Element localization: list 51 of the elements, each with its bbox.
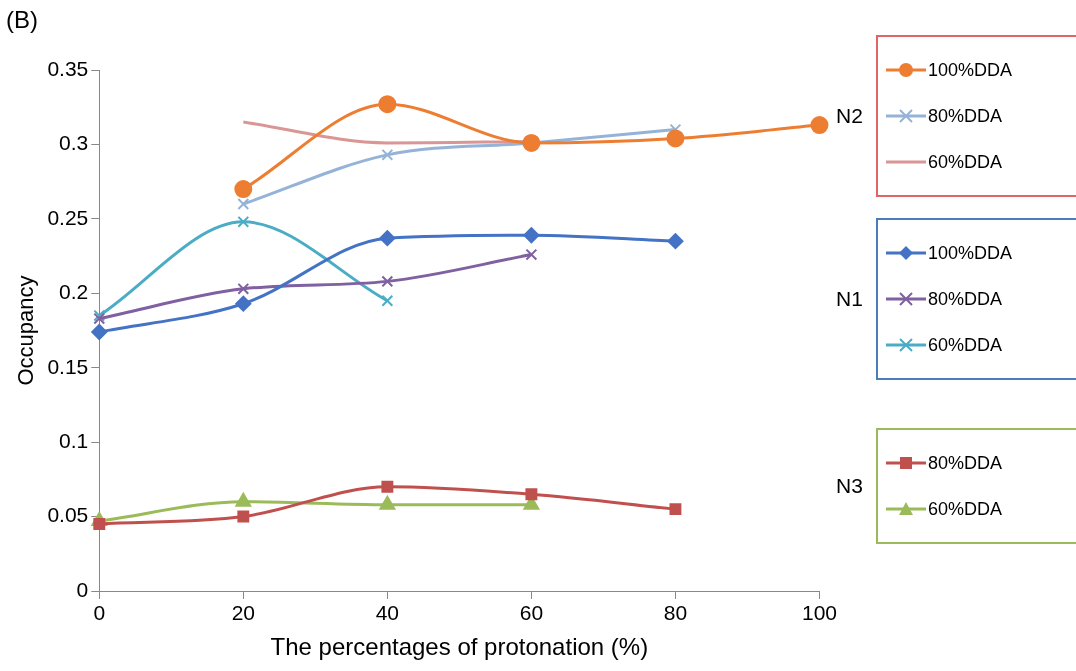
legend-label: 80%DDA xyxy=(928,105,1003,127)
y-tick-label: 0.3 xyxy=(59,131,89,155)
x-tick-label: 0 xyxy=(93,601,106,625)
y-tick-label: 0.2 xyxy=(59,280,89,304)
point xyxy=(379,495,396,510)
y-tick-label: 0 xyxy=(76,577,89,601)
legend-label: 60%DDA xyxy=(928,334,1003,356)
text: N1 xyxy=(836,287,864,311)
y-tick-label: 0.05 xyxy=(47,503,89,527)
y-tick-label: 0.25 xyxy=(47,205,89,229)
y-axis-title: Occupancy xyxy=(13,275,39,386)
legend-label: 60%DDA xyxy=(928,498,1003,520)
point xyxy=(378,95,397,114)
chart-title: (B) xyxy=(6,6,38,34)
point xyxy=(235,295,252,312)
x-tick-label: 40 xyxy=(375,601,400,625)
x-tick-label: 80 xyxy=(663,601,688,625)
point xyxy=(523,227,540,244)
point xyxy=(91,323,108,340)
point xyxy=(669,503,682,516)
point xyxy=(237,510,250,523)
legend-label: 60%DDA xyxy=(928,151,1003,173)
y-tick-label: 0.1 xyxy=(59,428,89,452)
x-tick-label: 60 xyxy=(519,601,544,625)
legend-label: 100%DDA xyxy=(928,242,1013,264)
point xyxy=(525,488,538,501)
point xyxy=(667,233,684,250)
text: N3 xyxy=(836,474,864,498)
point xyxy=(235,492,252,507)
x-tick-label: 100 xyxy=(801,601,837,625)
legend-label: 80%DDA xyxy=(928,452,1003,474)
point xyxy=(237,282,250,295)
text: N2 xyxy=(836,104,864,128)
point xyxy=(381,275,394,288)
point xyxy=(234,180,253,199)
point xyxy=(381,480,394,493)
legend-label: 100%DDA xyxy=(928,59,1013,81)
point xyxy=(381,294,394,307)
x-axis-title: The percentages of protonation (%) xyxy=(270,633,649,661)
y-tick-label: 0.35 xyxy=(47,56,89,80)
point xyxy=(666,129,685,148)
point xyxy=(381,148,394,161)
y-tick-label: 0.15 xyxy=(47,354,89,378)
point xyxy=(379,230,396,247)
point xyxy=(237,198,250,210)
x-tick-label: 20 xyxy=(231,601,255,625)
legend-label: 80%DDA xyxy=(928,288,1003,310)
point xyxy=(810,116,829,135)
point xyxy=(525,248,538,261)
point xyxy=(522,133,541,152)
point xyxy=(237,215,250,228)
